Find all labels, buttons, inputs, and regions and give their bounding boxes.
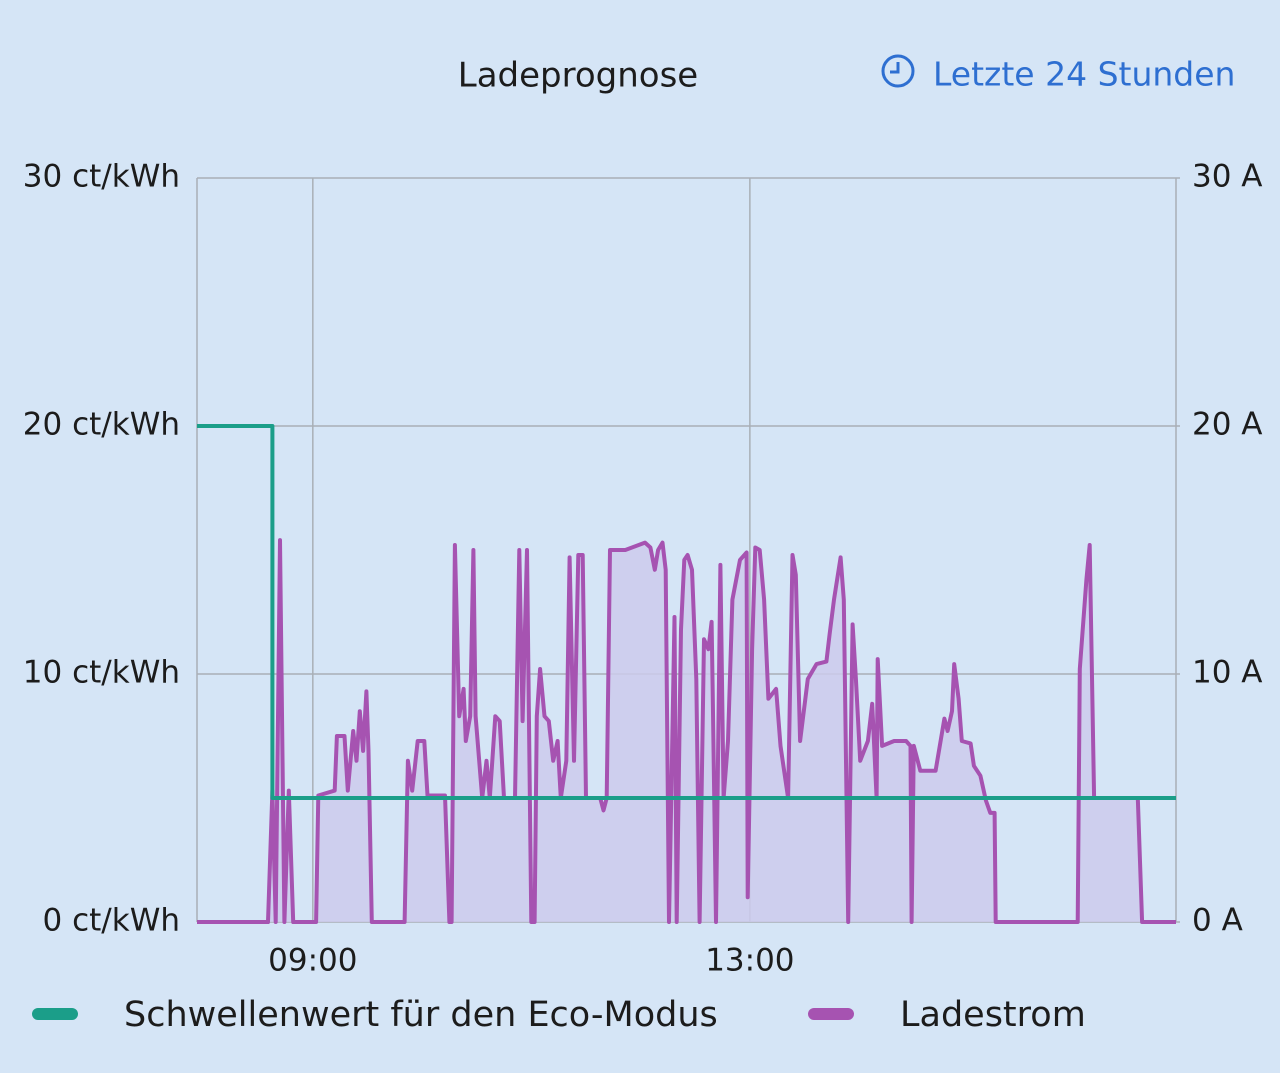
chart-title: Ladeprognose <box>458 56 698 96</box>
legend-label: Ladestrom <box>900 995 1086 1035</box>
y-tick-label: 20 ct/kWh <box>23 407 180 443</box>
y-tick-label: 10 ct/kWh <box>23 655 180 691</box>
legend-label: Schwellenwert für den Eco-Modus <box>124 995 718 1035</box>
y2-tick-label: 10 A <box>1192 655 1263 691</box>
range-button[interactable]: Letzte 24 Stunden <box>881 54 1235 94</box>
y2-tick-label: 0 A <box>1192 903 1243 939</box>
x-tick-label: 13:00 <box>705 943 794 979</box>
y-tick-label: 0 ct/kWh <box>43 903 180 939</box>
y2-tick-label: 20 A <box>1192 407 1263 443</box>
series-line <box>197 424 1176 800</box>
x-tick-label: 09:00 <box>268 943 357 979</box>
clock-icon <box>881 54 915 88</box>
clock-hands <box>890 62 900 74</box>
range-label[interactable]: Letzte 24 Stunden <box>933 55 1235 94</box>
y2-tick-label: 30 A <box>1192 159 1263 195</box>
series-line <box>197 538 1176 924</box>
area <box>197 540 1176 922</box>
y-tick-label: 30 ct/kWh <box>23 159 180 195</box>
